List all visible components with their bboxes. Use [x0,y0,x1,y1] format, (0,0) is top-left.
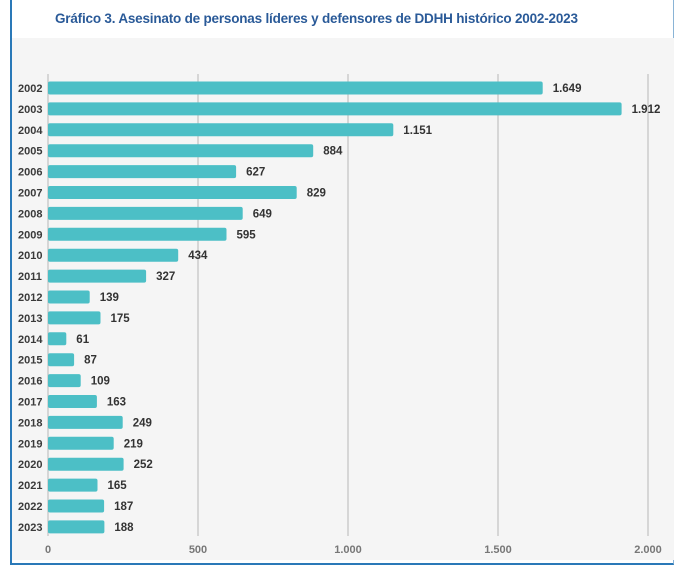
y-tick-label: 2004 [18,125,43,137]
data-label: 165 [108,480,128,492]
y-tick-label: 2016 [18,376,42,388]
data-label: 187 [114,501,133,513]
bar [48,269,147,283]
bar [48,520,105,534]
y-tick-label: 2006 [18,167,42,179]
data-label: 1.912 [632,104,661,116]
chart-title: Gráfico 3. Asesinato de personas líderes… [55,11,578,26]
bar [48,186,297,199]
data-label: 175 [111,313,131,325]
data-label: 434 [188,250,208,262]
y-tick-label: 2013 [18,313,42,325]
x-tick-label: 0 [45,544,51,556]
bar [48,290,90,304]
bar [48,123,394,137]
data-label: 61 [76,334,89,346]
bar [48,102,622,116]
x-tick-label: 1.000 [334,544,362,556]
bar [48,415,123,429]
bar [48,206,243,220]
data-label: 163 [107,397,126,409]
bar [48,499,105,513]
data-label: 327 [156,271,175,283]
x-tick-label: 1.500 [484,544,512,556]
y-tick-label: 2007 [18,188,42,200]
y-tick-label: 2022 [18,501,42,513]
data-label: 109 [91,376,110,388]
bar [48,436,114,450]
y-tick-label: 2002 [18,83,42,95]
y-tick-label: 2017 [18,397,42,409]
bar [48,311,101,325]
y-tick-label: 2005 [18,146,42,158]
y-tick-label: 2008 [18,208,42,220]
data-label: 252 [134,459,153,471]
y-tick-label: 2018 [18,417,42,429]
y-tick-label: 2015 [18,355,42,367]
data-label: 1.151 [403,125,432,137]
y-tick-label: 2019 [18,438,42,450]
data-label: 139 [100,292,119,304]
data-label: 188 [114,522,134,534]
data-label: 249 [133,417,152,429]
data-label: 829 [307,188,326,200]
bar [48,165,237,179]
data-label: 884 [323,146,343,158]
data-label: 87 [84,355,97,367]
y-tick-label: 2011 [18,271,42,283]
y-tick-label: 2021 [18,480,42,492]
y-tick-label: 2003 [18,104,42,116]
y-tick-label: 2009 [18,229,42,241]
bar [48,248,179,262]
bar [48,457,124,471]
bar [48,353,75,367]
y-tick-label: 2014 [18,334,43,346]
x-tick-label: 2.000 [634,544,662,556]
bar [48,332,67,346]
y-tick-label: 2020 [18,459,42,471]
data-label: 595 [237,229,257,241]
bar [48,81,543,95]
y-tick-label: 2012 [18,292,42,304]
data-label: 219 [124,438,143,450]
bar [48,395,97,408]
data-label: 627 [246,167,265,179]
bar [48,227,227,241]
data-label: 1.649 [553,83,582,95]
bar [48,374,81,388]
bar [48,144,314,158]
x-tick-label: 500 [189,544,207,556]
bar [48,478,98,492]
y-tick-label: 2023 [18,522,42,534]
data-label: 649 [253,208,272,220]
y-tick-label: 2010 [18,250,42,262]
